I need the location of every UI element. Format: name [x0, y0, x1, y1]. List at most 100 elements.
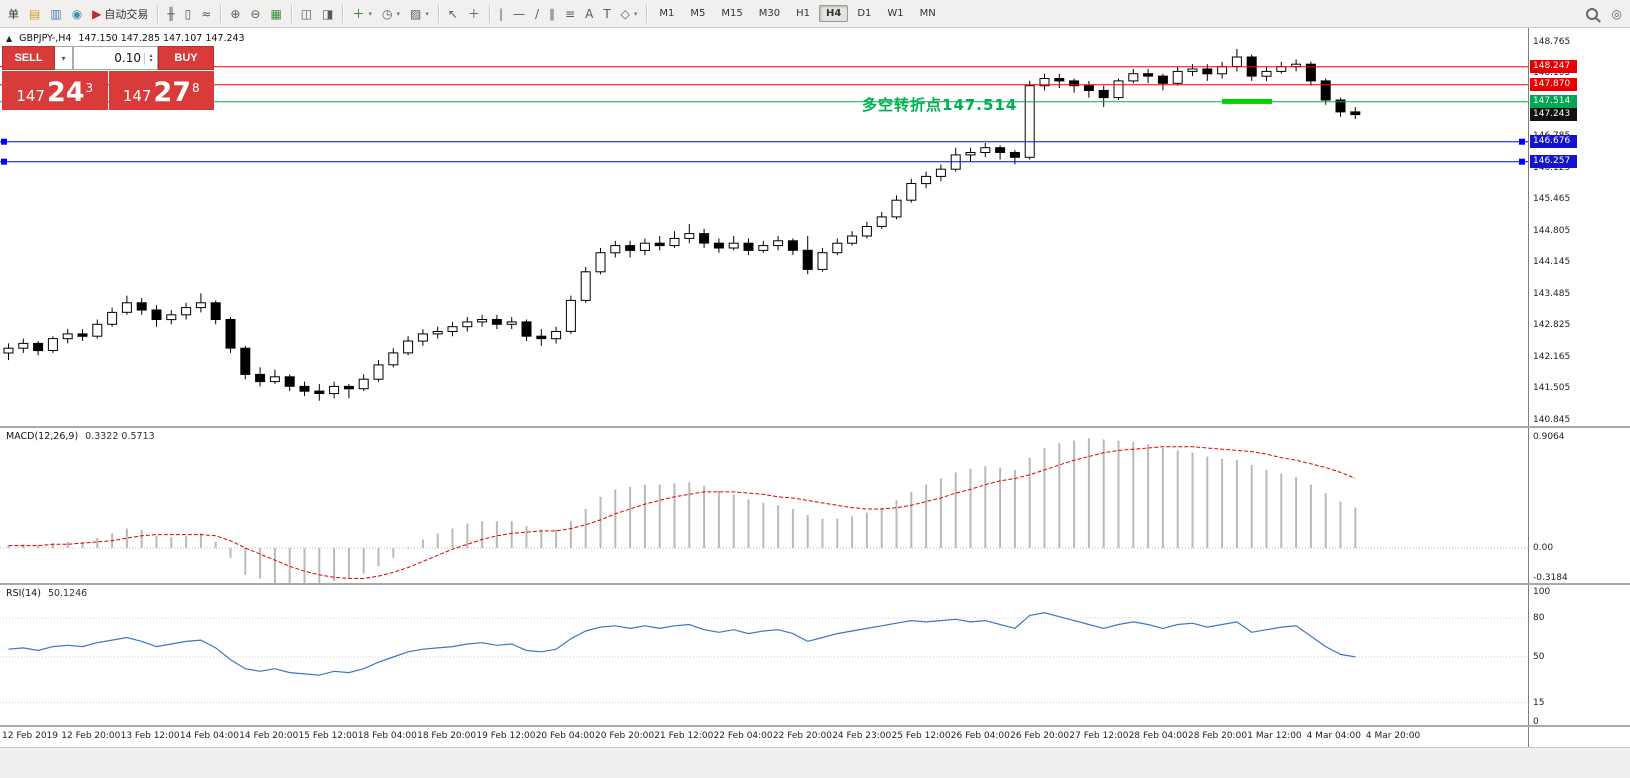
vertical-line-icon[interactable]: |	[494, 2, 508, 26]
chart-area[interactable]: ▲ GBPJPY-,H4 147.150 147.285 147.107 147…	[0, 28, 1630, 778]
periods-button[interactable]: ◷ ▾	[377, 2, 405, 26]
candlestick-chart-icon: ▯	[184, 6, 192, 21]
spinner-up-icon[interactable]: ▴	[149, 51, 153, 59]
price-axis[interactable]: 148.765148.105147.445146.785146.125145.4…	[1528, 28, 1630, 747]
timeframe-button-w1[interactable]: W1	[887, 8, 904, 19]
channel-icon[interactable]: ∥	[544, 2, 560, 26]
panel-separator[interactable]	[0, 426, 1630, 428]
data-window-icon[interactable]: ◉	[67, 2, 87, 26]
toolbar-separator	[342, 4, 344, 23]
timeframe-button-mn[interactable]: MN	[919, 8, 936, 19]
zoom-out-icon[interactable]: ⊖	[245, 2, 265, 26]
price-axis-label: 141.505	[1533, 383, 1571, 394]
tile-windows-icon[interactable]: ◫	[296, 2, 317, 26]
time-axis-label: 15 Feb 12:00	[298, 731, 358, 741]
data-window-icon: ◉	[71, 6, 83, 21]
bid-price[interactable]: 147 24 3	[2, 71, 108, 110]
bar-chart-icon: ╫	[167, 6, 175, 21]
ask-pips: 27	[153, 77, 192, 108]
shapes-button[interactable]: ◇ ▾	[616, 2, 643, 26]
label-icon[interactable]: T	[598, 2, 615, 26]
time-axis-label: 22 Feb 04:00	[713, 731, 773, 741]
fibonacci-icon: ≡	[565, 6, 576, 21]
ask-main: 147	[122, 87, 152, 105]
crosshair-icon[interactable]: ＋	[463, 2, 485, 26]
charts-grid-icon[interactable]: ▤	[24, 2, 45, 26]
price-chart-canvas[interactable]	[0, 28, 1528, 428]
ask-price[interactable]: 147 27 8	[108, 71, 214, 110]
spinner-down-icon[interactable]: ▾	[149, 57, 153, 64]
lot-spinner[interactable]: ▴ ▾	[144, 51, 157, 64]
time-axis-label: 20 Feb 20:00	[595, 731, 655, 741]
cursor-icon[interactable]: ↖	[443, 2, 463, 26]
crosshair-icon: ＋	[467, 6, 480, 21]
templates-button-icon: ▨	[410, 6, 422, 21]
indicators-button-icon: ＋	[352, 6, 365, 21]
panel-separator[interactable]	[0, 583, 1630, 585]
insert-group: ＋ ▾ ◷ ▾ ▨ ▾	[347, 2, 433, 26]
toolbar-separator	[488, 4, 490, 23]
time-axis-label: 4 Mar 20:00	[1365, 731, 1421, 741]
search-icon[interactable]	[1580, 2, 1607, 26]
community-icon[interactable]: ◎	[1607, 2, 1627, 26]
timeframe-group: M1 M5 M15 M30 H1 H4 D1 W1 MN	[651, 2, 943, 26]
chart-shift-icon[interactable]: ◨	[317, 2, 338, 26]
timeframe-button-m30[interactable]: M30	[758, 8, 781, 19]
price-axis-label: 140.845	[1533, 414, 1571, 425]
autotrading-button[interactable]: ▶ 自动交易	[87, 2, 153, 26]
time-axis-label: 25 Feb 12:00	[891, 731, 951, 741]
line-chart-icon: ≈	[201, 6, 212, 21]
new-order-button[interactable]: 单	[3, 2, 24, 26]
indicators-button-chevron-icon[interactable]: ▾	[368, 9, 372, 18]
horizontal-line-icon: —	[512, 6, 525, 21]
symbol-ohlc-header: ▲ GBPJPY-,H4 147.150 147.285 147.107 147…	[6, 33, 245, 44]
time-axis-label: 12 Feb 2019	[2, 731, 59, 741]
time-axis-label: 28 Feb 20:00	[1188, 731, 1248, 741]
trendline-icon[interactable]: /	[530, 2, 544, 26]
profiles-icon[interactable]: ▥	[45, 2, 66, 26]
buy-button[interactable]: BUY	[158, 46, 214, 70]
timeframe-button-m1[interactable]: M1	[659, 8, 675, 19]
price-axis-label: 146.125	[1533, 162, 1571, 173]
lot-size-value: 0.10	[114, 51, 141, 65]
timeframe-button-m5[interactable]: M5	[690, 8, 706, 19]
macd-axis-label: 0.00	[1533, 543, 1554, 553]
timeframe-button-h4[interactable]: H4	[819, 5, 849, 22]
time-axis-label: 18 Feb 04:00	[357, 731, 417, 741]
timeframe-button-d1[interactable]: D1	[857, 8, 872, 19]
candlestick-chart-icon[interactable]: ▯	[180, 2, 197, 26]
fibonacci-icon[interactable]: ≡	[560, 2, 580, 26]
auto-scroll-icon[interactable]: ▦	[265, 2, 286, 26]
text-icon[interactable]: A	[580, 2, 598, 26]
templates-button-chevron-icon[interactable]: ▾	[425, 9, 429, 18]
autotrading-button-icon: ▶	[92, 6, 102, 21]
timeframe-button-h1[interactable]: H1	[796, 8, 811, 19]
macd-canvas[interactable]	[0, 428, 1528, 585]
horizontal-line-icon[interactable]: —	[508, 2, 530, 26]
time-axis[interactable]: 12 Feb 2019 12 Feb 20:00 13 Feb 12:00 14 Fe…	[0, 727, 1528, 747]
timeframe-button-m15[interactable]: M15	[721, 8, 743, 19]
lot-size-input[interactable]: 0.10 ▴ ▾	[73, 46, 158, 70]
zoom-in-icon[interactable]: ⊕	[225, 2, 245, 26]
rsi-header: RSI(14) 50.1246	[6, 588, 87, 599]
rsi-canvas[interactable]	[0, 585, 1528, 727]
cursor-group: ↖ ＋	[443, 2, 485, 26]
rsi-label: RSI(14)	[6, 588, 41, 599]
line-chart-icon[interactable]: ≈	[196, 2, 216, 26]
time-axis-label: 26 Feb 04:00	[950, 731, 1010, 741]
bar-chart-icon[interactable]: ╫	[162, 2, 179, 26]
draw-group: | — / ∥ ≡ A T ◇ ▾	[494, 2, 642, 26]
autotrading-button-label: 自动交易	[104, 7, 149, 21]
trade-options-dropdown[interactable]: ▾	[55, 46, 73, 70]
trade-prices-row: 147 24 3 147 27 8	[2, 71, 214, 110]
indicators-button[interactable]: ＋ ▾	[347, 2, 377, 26]
shapes-button-chevron-icon[interactable]: ▾	[633, 9, 638, 18]
periods-button-icon: ◷	[382, 6, 393, 21]
time-axis-label: 21 Feb 12:00	[654, 731, 714, 741]
sell-button[interactable]: SELL	[2, 46, 55, 70]
price-axis-label: 148.765	[1533, 37, 1571, 47]
channel-icon: ∥	[549, 6, 556, 21]
periods-button-chevron-icon[interactable]: ▾	[396, 9, 400, 18]
rsi-axis-label: 80	[1533, 613, 1545, 623]
templates-button[interactable]: ▨ ▾	[405, 2, 434, 26]
